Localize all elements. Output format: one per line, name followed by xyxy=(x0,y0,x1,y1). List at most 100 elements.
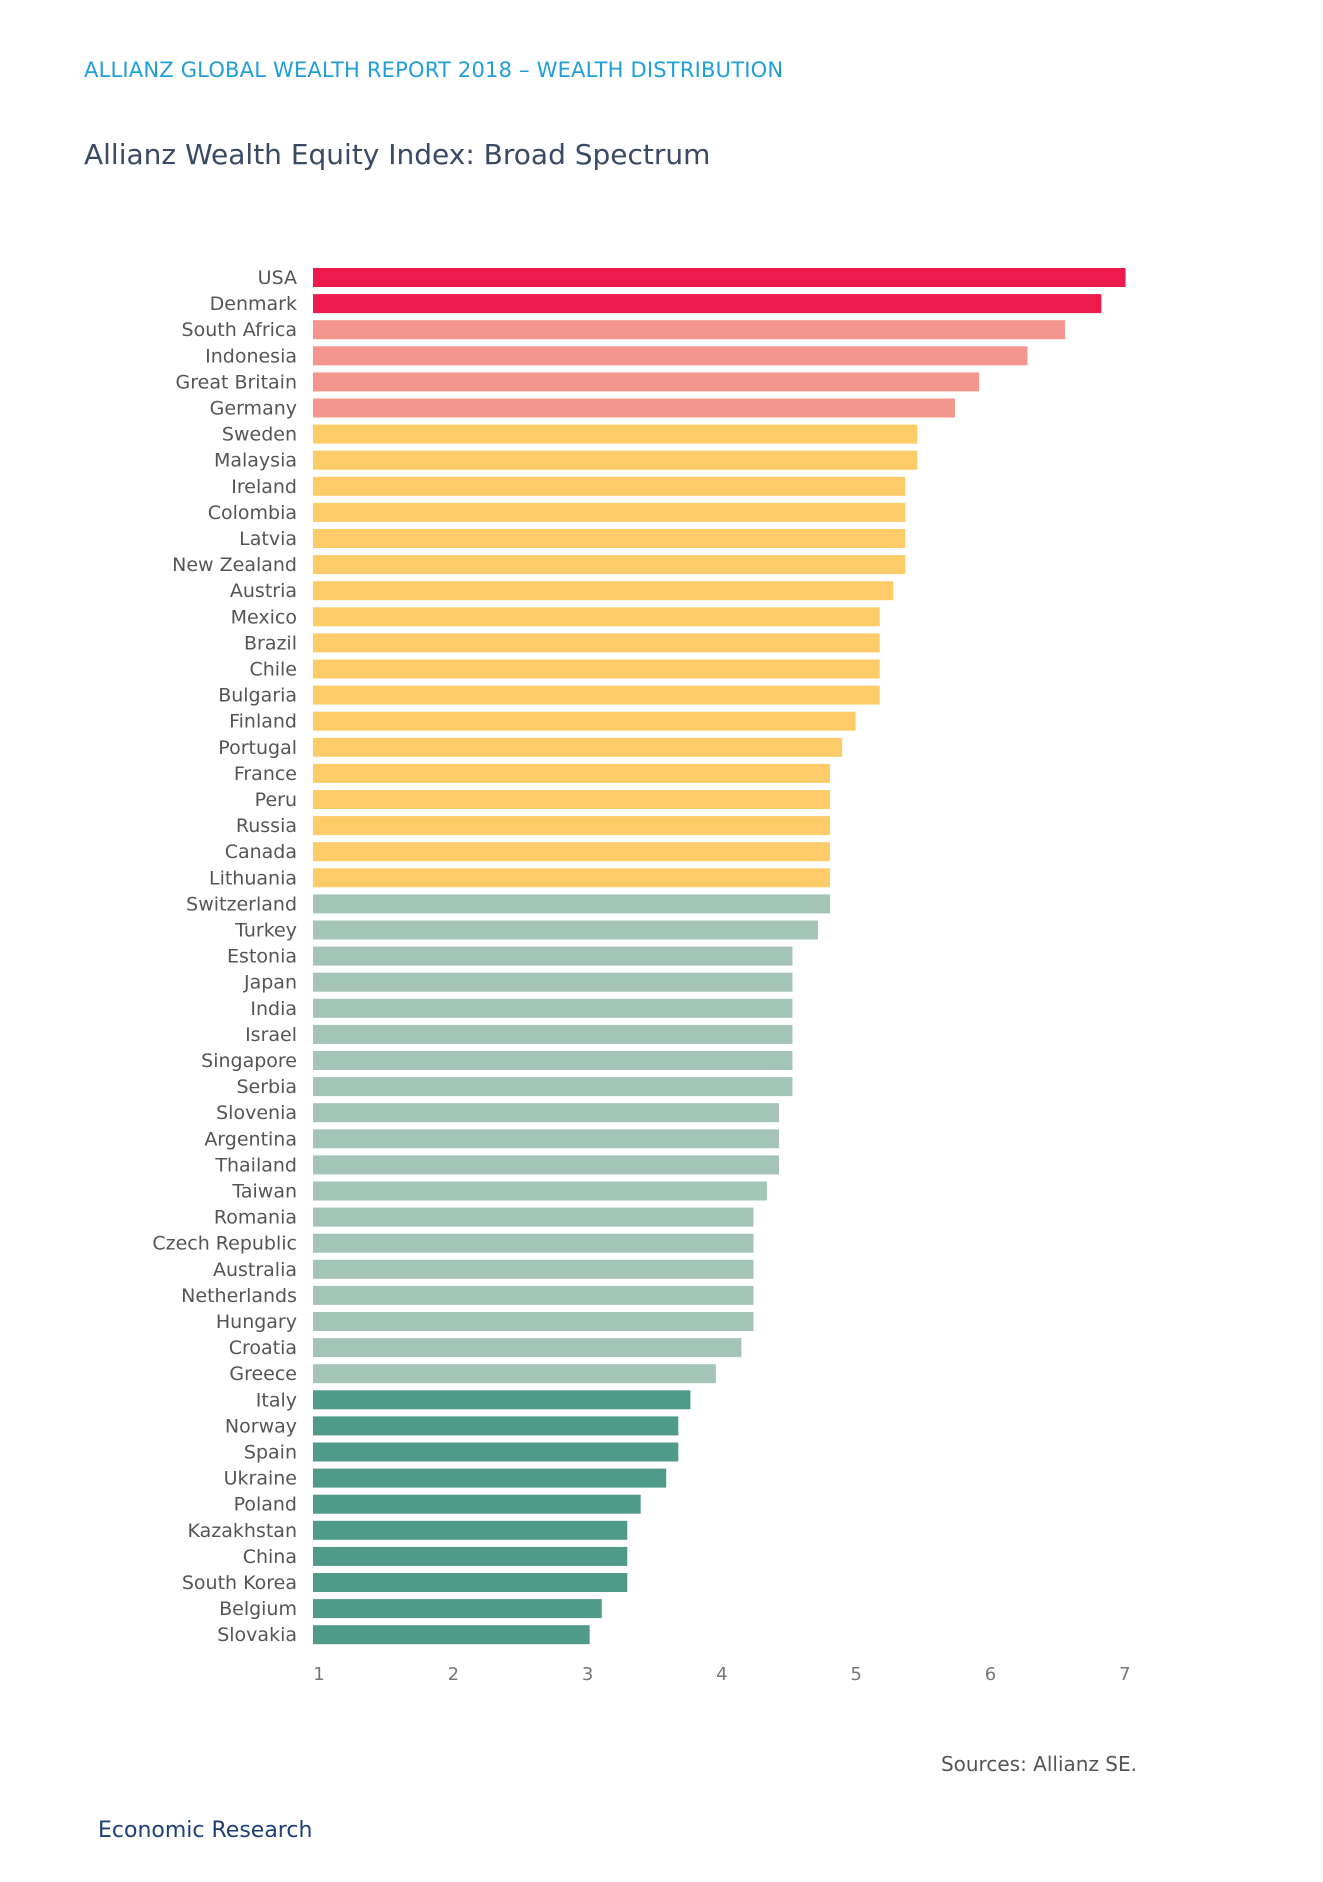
category-label-czech-republic: Czech Republic xyxy=(152,1233,297,1255)
category-label-romania: Romania xyxy=(214,1207,297,1229)
x-tick-label-2: 2 xyxy=(448,1664,459,1685)
x-tick-label-3: 3 xyxy=(582,1664,593,1685)
bar-russia xyxy=(313,816,831,836)
category-label-japan: Japan xyxy=(243,972,297,994)
bar-kazakhstan xyxy=(313,1520,628,1540)
bar-greece xyxy=(313,1364,716,1384)
bar-hungary xyxy=(313,1312,754,1331)
category-label-belgium: Belgium xyxy=(219,1598,297,1620)
bar-new-zealand xyxy=(313,555,906,575)
bar-great-britain xyxy=(313,372,980,392)
category-label-greece: Greece xyxy=(229,1363,297,1385)
category-label-france: France xyxy=(234,763,297,785)
bar-japan xyxy=(313,972,793,992)
category-label-netherlands: Netherlands xyxy=(181,1285,297,1307)
bar-finland xyxy=(313,711,856,731)
bar-latvia xyxy=(313,529,906,548)
category-label-hungary: Hungary xyxy=(216,1311,297,1333)
chart-title: Allianz Wealth Equity Index: Broad Spect… xyxy=(84,138,711,171)
bar-belgium xyxy=(313,1599,602,1619)
category-label-latvia: Latvia xyxy=(239,528,297,550)
bar-india xyxy=(313,998,793,1018)
category-label-austria: Austria xyxy=(230,580,297,602)
bar-italy xyxy=(313,1390,691,1410)
bar-singapore xyxy=(313,1051,793,1070)
bar-netherlands xyxy=(313,1285,754,1305)
bar-taiwan xyxy=(313,1181,767,1201)
category-label-italy: Italy xyxy=(256,1389,297,1411)
category-label-chile: Chile xyxy=(249,659,297,681)
category-label-denmark: Denmark xyxy=(210,293,297,315)
bar-poland xyxy=(313,1494,641,1514)
bar-estonia xyxy=(313,946,793,966)
category-label-lithuania: Lithuania xyxy=(209,867,297,889)
bar-lithuania xyxy=(313,868,831,888)
category-label-estonia: Estonia xyxy=(227,946,297,968)
category-label-australia: Australia xyxy=(213,1259,297,1281)
category-label-switzerland: Switzerland xyxy=(186,893,297,915)
bar-colombia xyxy=(313,502,906,522)
bar-switzerland xyxy=(313,894,831,914)
bar-peru xyxy=(313,790,831,809)
category-label-malaysia: Malaysia xyxy=(214,450,297,472)
bar-slovakia xyxy=(313,1625,590,1645)
bar-germany xyxy=(313,398,955,418)
category-label-turkey: Turkey xyxy=(234,920,297,942)
x-tick-label-7: 7 xyxy=(1119,1664,1130,1685)
bar-ireland xyxy=(313,476,906,496)
category-label-slovakia: Slovakia xyxy=(217,1624,297,1646)
category-label-finland: Finland xyxy=(229,711,297,733)
bar-austria xyxy=(313,581,894,601)
category-label-spain: Spain xyxy=(244,1442,297,1464)
category-label-usa: USA xyxy=(258,267,297,289)
category-label-peru: Peru xyxy=(255,789,297,811)
bar-bulgaria xyxy=(313,685,880,705)
bar-argentina xyxy=(313,1129,780,1149)
category-label-indonesia: Indonesia xyxy=(205,345,297,367)
bar-china xyxy=(313,1546,628,1566)
bar-indonesia xyxy=(313,346,1028,366)
bar-south-africa xyxy=(313,320,1066,340)
category-label-bulgaria: Bulgaria xyxy=(218,685,297,707)
category-label-new-zealand: New Zealand xyxy=(172,554,297,576)
x-tick-label-5: 5 xyxy=(850,1664,861,1685)
source-note: Sources: Allianz SE. xyxy=(940,1752,1137,1776)
category-label-israel: Israel xyxy=(245,1024,297,1046)
bar-chile xyxy=(313,659,880,679)
category-label-mexico: Mexico xyxy=(231,606,297,628)
bar-israel xyxy=(313,1024,793,1044)
bar-slovenia xyxy=(313,1103,780,1123)
bar-serbia xyxy=(313,1077,793,1097)
report-header-title: ALLIANZ GLOBAL WEALTH REPORT 2018 – WEAL… xyxy=(84,58,784,82)
category-label-russia: Russia xyxy=(236,815,297,837)
bar-spain xyxy=(313,1442,679,1462)
bar-mexico xyxy=(313,607,880,627)
category-label-south-korea: South Korea xyxy=(182,1572,297,1594)
category-label-germany: Germany xyxy=(210,398,297,420)
category-label-croatia: Croatia xyxy=(229,1337,297,1359)
bar-malaysia xyxy=(313,450,918,470)
footer-department: Economic Research xyxy=(98,1818,313,1843)
category-label-great-britain: Great Britain xyxy=(176,371,297,393)
category-label-portugal: Portugal xyxy=(218,737,297,759)
category-label-sweden: Sweden xyxy=(222,424,297,446)
category-label-ireland: Ireland xyxy=(231,476,297,498)
bar-australia xyxy=(313,1259,754,1279)
bar-usa xyxy=(313,268,1126,287)
bar-chart: USA Denmark South Africa Indonesia Great Bri… xyxy=(152,267,1130,1685)
category-label-argentina: Argentina xyxy=(204,1128,297,1150)
category-label-china: China xyxy=(243,1546,297,1568)
category-label-norway: Norway xyxy=(225,1415,297,1437)
bar-denmark xyxy=(313,294,1102,314)
bar-canada xyxy=(313,842,831,862)
bar-croatia xyxy=(313,1338,742,1358)
category-label-kazakhstan: Kazakhstan xyxy=(188,1520,297,1542)
bar-sweden xyxy=(313,424,918,444)
bar-norway xyxy=(313,1416,679,1436)
category-label-india: India xyxy=(250,998,297,1020)
x-tick-label-6: 6 xyxy=(985,1664,996,1685)
category-label-ukraine: Ukraine xyxy=(224,1468,297,1490)
bar-brazil xyxy=(313,633,880,653)
x-tick-label-1: 1 xyxy=(313,1664,324,1685)
bar-france xyxy=(313,763,831,783)
